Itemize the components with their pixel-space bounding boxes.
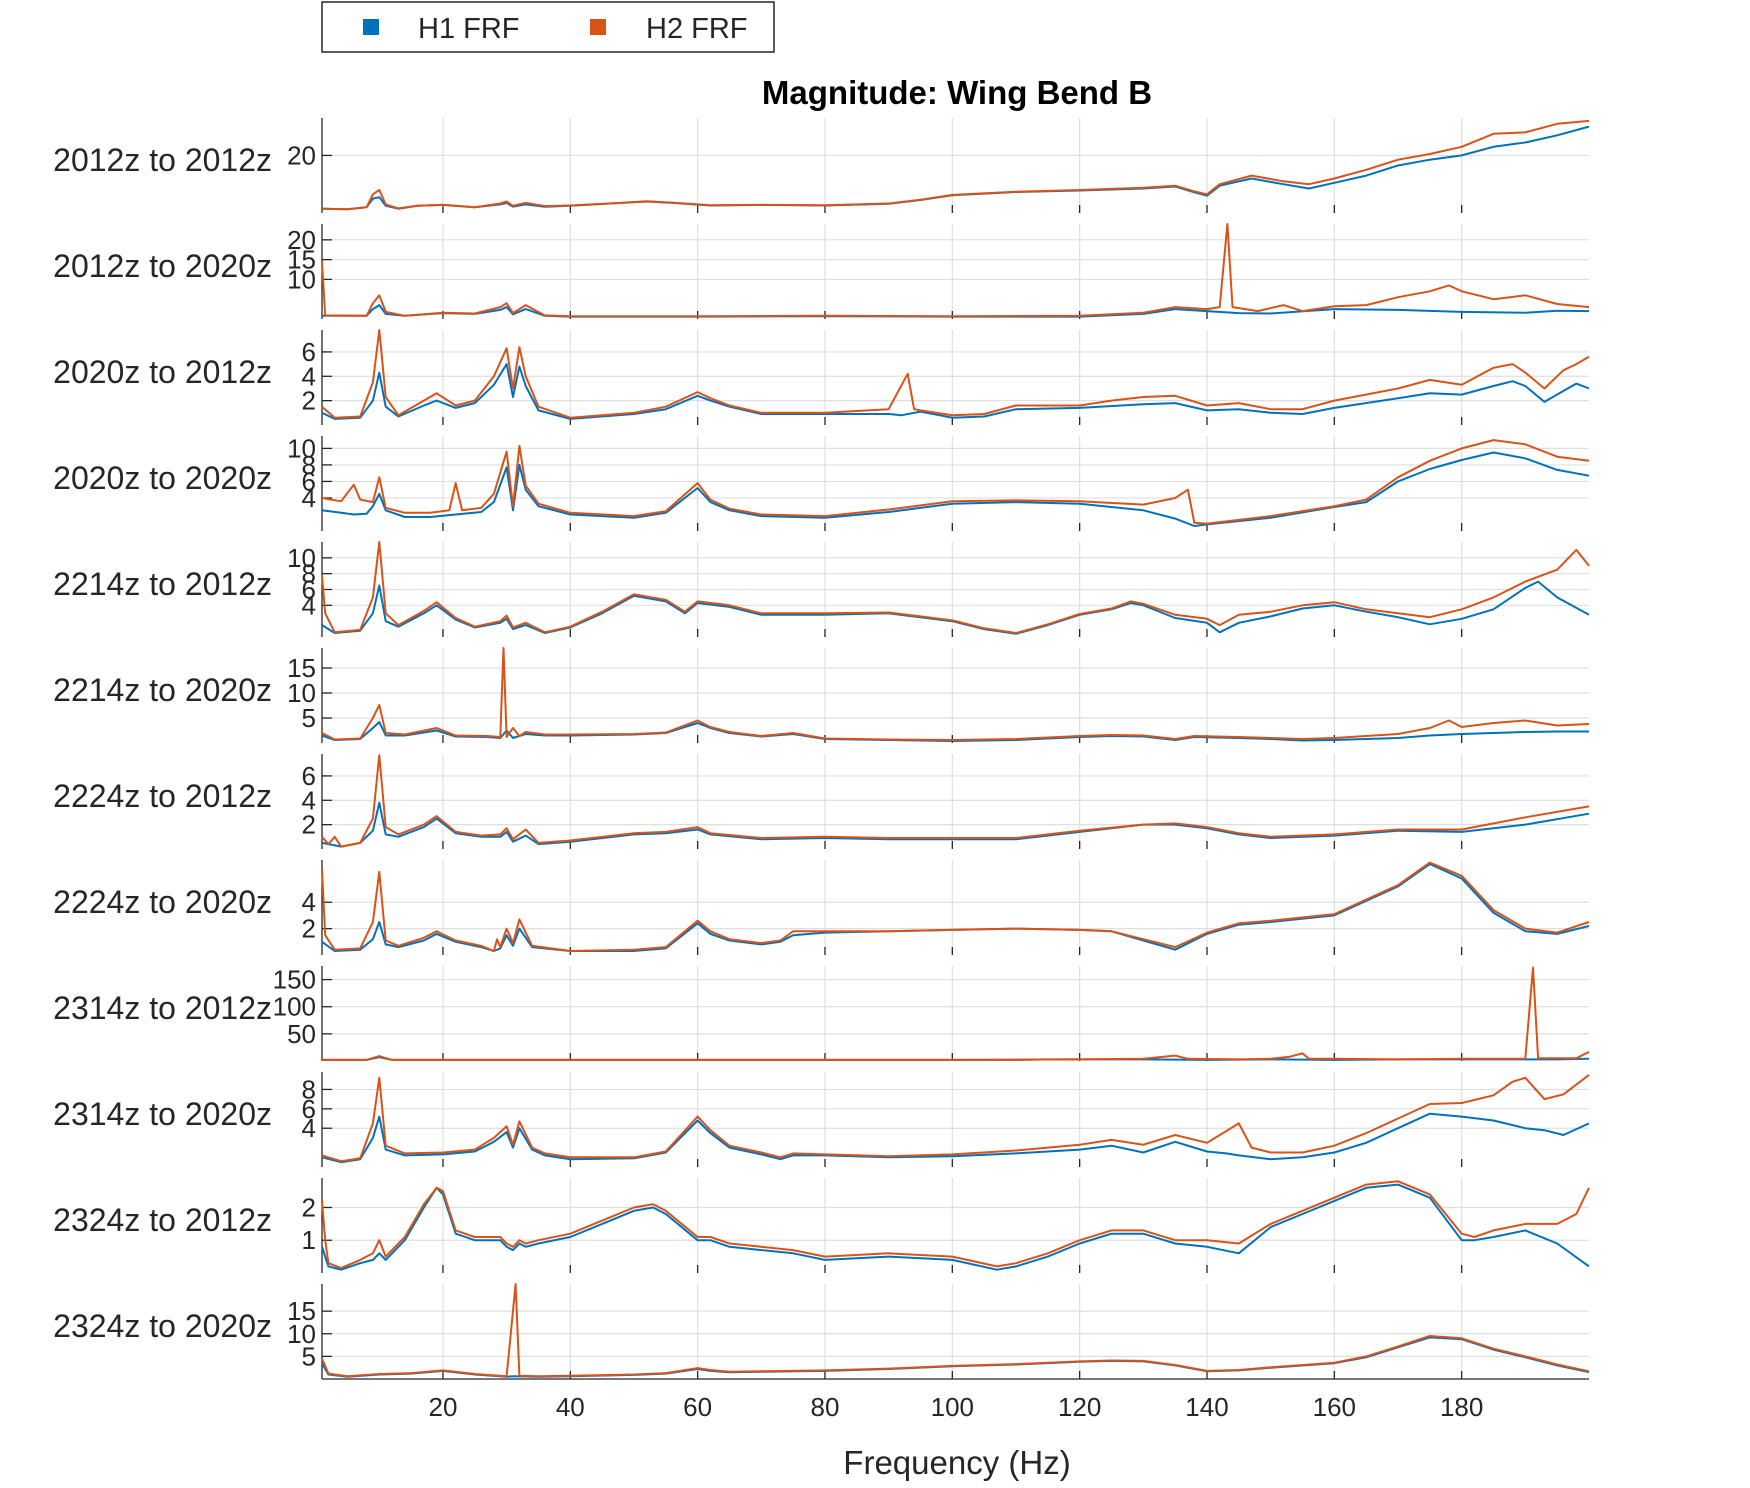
- series-h1-frf: [321, 451, 1590, 527]
- y-tick-label: 15: [287, 1296, 316, 1326]
- series-h1-frf: [321, 721, 1589, 742]
- y-tick-label: 6: [302, 466, 316, 496]
- x-tick-label: 180: [1440, 1392, 1483, 1422]
- y-tick-label: 5: [302, 703, 316, 733]
- subplot-label: 2020z to 2012z: [53, 354, 272, 390]
- y-tick-label: 2: [302, 1192, 316, 1222]
- y-tick-label: 8: [302, 1074, 316, 1104]
- chart-title: Magnitude: Wing Bend B: [762, 74, 1152, 111]
- legend-label-h2: H2 FRF: [646, 13, 748, 45]
- series-h2-frf: [322, 966, 1590, 1061]
- x-axis-label: Frequency (Hz): [843, 1444, 1070, 1481]
- y-tick-label: 6: [302, 1094, 316, 1124]
- series-h1-frf: [321, 863, 1590, 952]
- legend-swatch-h2: [590, 19, 606, 35]
- series-h1-frf: [321, 1112, 1590, 1164]
- y-tick-label: 10: [287, 264, 316, 294]
- y-tick-label: 6: [302, 575, 316, 605]
- x-tick-label: 160: [1313, 1392, 1356, 1422]
- series-h1-frf: [321, 1336, 1590, 1378]
- y-tick-label: 4: [302, 483, 316, 513]
- subplot-label: 2224z to 2020z: [53, 884, 272, 920]
- subplot-label: 2012z to 2020z: [53, 248, 272, 284]
- y-tick-label: 20: [287, 140, 316, 170]
- x-tick-label: 60: [683, 1392, 712, 1422]
- y-tick-label: 4: [302, 887, 316, 917]
- x-tick-label: 40: [556, 1392, 585, 1422]
- series-h1-frf: [321, 125, 1590, 211]
- legend-swatch-h1: [363, 19, 379, 35]
- x-tick-label: 80: [811, 1392, 840, 1422]
- y-tick-label: 8: [302, 559, 316, 589]
- legend: H1 FRF H2 FRF: [321, 1, 775, 53]
- subplot-label: 2324z to 2012z: [53, 1202, 272, 1238]
- y-tick-label: 4: [302, 590, 316, 620]
- y-tick-label: 10: [287, 1319, 316, 1349]
- x-tick-label: 20: [429, 1392, 458, 1422]
- legend-label-h1: H1 FRF: [418, 13, 520, 45]
- subplot-3: 246 2020z to 2012z: [53, 329, 1590, 425]
- series-h2-frf: [321, 223, 1590, 318]
- series-h2-frf: [321, 647, 1590, 741]
- subplot-label: 2314z to 2020z: [53, 1096, 272, 1132]
- subplot-label: 2314z to 2012z: [53, 990, 272, 1026]
- y-tick-label: 4: [302, 361, 316, 391]
- subplot-10: 468 2314z to 2020z: [53, 1072, 1590, 1167]
- y-tick-label: 2: [302, 914, 316, 944]
- x-tick-label: 100: [931, 1392, 974, 1422]
- series-h2-frf: [321, 861, 1590, 952]
- y-tick-label: 15: [287, 653, 316, 683]
- series-h1-frf: [321, 363, 1590, 420]
- series-h1-frf: [321, 580, 1590, 635]
- series-h2-frf: [321, 1180, 1590, 1270]
- y-tick-label: 8: [302, 450, 316, 480]
- y-tick-label: 150: [273, 965, 316, 995]
- y-tick-label: 4: [302, 1113, 316, 1143]
- subplot-label: 2324z to 2020z: [53, 1308, 272, 1344]
- y-tick-label: 10: [287, 678, 316, 708]
- y-tick-label: 4: [302, 785, 316, 815]
- series-h2-frf: [321, 1074, 1590, 1163]
- y-tick-label: 15: [287, 245, 316, 275]
- y-tick-label: 100: [273, 992, 316, 1022]
- series-h2-frf: [321, 329, 1590, 419]
- subplot-8: 24 2224z to 2020z: [53, 860, 1590, 955]
- series-h2-frf: [321, 119, 1590, 211]
- y-tick-label: 1: [302, 1225, 316, 1255]
- subplot-11: 12 2324z to 2012z: [53, 1178, 1590, 1273]
- y-tick-label: 2: [302, 386, 316, 416]
- subplot-label: 2224z to 2012z: [53, 778, 272, 814]
- y-tick-label: 20: [287, 225, 316, 255]
- y-tick-label: 6: [302, 761, 316, 791]
- y-tick-label: 50: [287, 1019, 316, 1049]
- series-h2-frf: [321, 1283, 1590, 1378]
- y-tick-label: 6: [302, 337, 316, 367]
- series-h2-frf: [321, 754, 1590, 848]
- subplot-label: 2012z to 2012z: [53, 142, 272, 178]
- y-tick-label: 10: [287, 543, 316, 573]
- y-tick-label: 2: [302, 810, 316, 840]
- series-h2-frf: [321, 541, 1590, 634]
- subplot-1: 20 2012z to 2012z: [53, 118, 1590, 213]
- legend-box: [321, 1, 775, 53]
- subplot-7: 246 2224z to 2012z: [53, 754, 1590, 849]
- subplot-label: 2214z to 2012z: [53, 566, 272, 602]
- x-axis: 20 40 60 80 100 120 140 160 180: [429, 1392, 1484, 1422]
- series-h1-frf: [321, 801, 1590, 848]
- y-tick-label: 5: [302, 1341, 316, 1371]
- subplot-label: 2214z to 2020z: [53, 672, 272, 708]
- subplot-label: 2020z to 2020z: [53, 460, 272, 496]
- series-h2-frf: [321, 439, 1590, 525]
- x-tick-label: 140: [1185, 1392, 1228, 1422]
- x-tick-label: 120: [1058, 1392, 1101, 1422]
- y-tick-label: 10: [287, 433, 316, 463]
